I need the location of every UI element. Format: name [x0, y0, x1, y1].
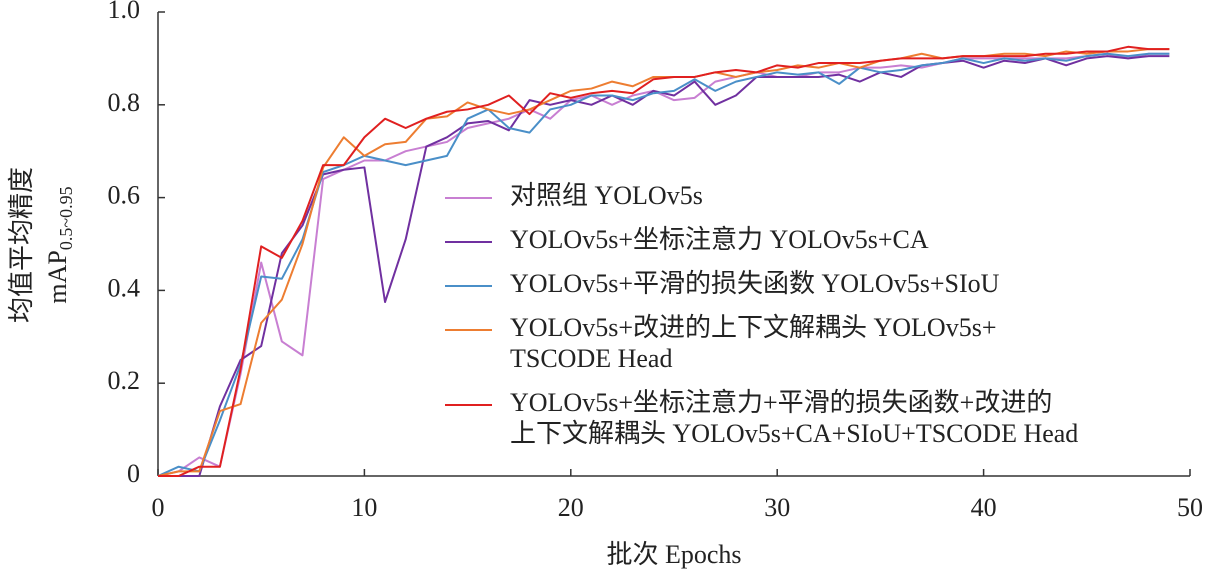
y-label-main: mAP: [43, 250, 72, 303]
y-tick-label: 1.0: [108, 0, 141, 24]
x-tick-label: 50: [1177, 493, 1203, 522]
x-tick-label: 40: [971, 493, 997, 522]
legend-label: 对照组 YOLOv5s: [510, 181, 703, 210]
x-axis-label: 批次 Epochs: [606, 540, 741, 569]
y-tick-label: 0: [127, 459, 140, 488]
y-axis-label: 均值平均精度: [7, 167, 36, 323]
y-axis-label-2: mAP0.5~0.95: [43, 186, 76, 303]
y-tick-label: 0.8: [108, 88, 141, 117]
legend-label: 上下文解耦头 YOLOv5s+CA+SIoU+TSCODE Head: [510, 419, 1078, 448]
legend-label: YOLOv5s+坐标注意力+平滑的损失函数+改进的: [510, 388, 1052, 417]
data-line: [157, 52, 1170, 477]
x-tick-label: 0: [152, 493, 165, 522]
data-line: [157, 48, 1170, 477]
y-tick-label: 0.4: [108, 273, 141, 302]
legend-label: YOLOv5s+坐标注意力 YOLOv5s+CA: [510, 225, 929, 254]
x-tick-label: 10: [351, 493, 377, 522]
x-tick-label: 30: [764, 493, 790, 522]
x-tick-label: 20: [558, 493, 584, 522]
y-tick-label: 0.2: [108, 366, 141, 395]
legend-label: TSCODE Head: [510, 344, 672, 373]
y-label-sub: 0.5~0.95: [56, 186, 76, 250]
data-line: [158, 45, 1170, 477]
y-tick-label: 0.6: [108, 181, 141, 210]
data-line: [158, 55, 1170, 477]
legend-label: YOLOv5s+平滑的损失函数 YOLOv5s+SIoU: [510, 269, 1000, 298]
legend-label: YOLOv5s+改进的上下文解耦头 YOLOv5s+: [510, 313, 997, 342]
